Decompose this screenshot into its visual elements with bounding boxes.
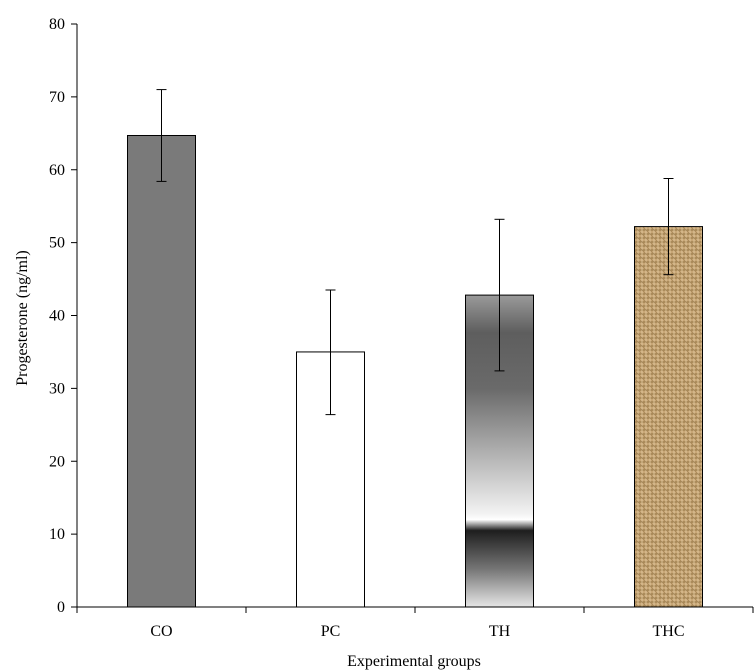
y-tick-label: 50 <box>49 235 65 252</box>
y-tick-label: 20 <box>49 453 65 470</box>
y-tick-label: 10 <box>49 526 65 543</box>
x-tick-label-thc: THC <box>653 623 685 640</box>
bar-co <box>127 134 196 608</box>
x-axis-title: Experimental groups <box>347 653 481 670</box>
y-tick-label: 0 <box>57 599 65 616</box>
y-axis-title: Progesterone (ng/ml) <box>14 250 31 386</box>
y-ticks: 0 10 20 30 40 50 60 70 80 <box>49 16 77 616</box>
x-ticks: CO PC TH THC <box>76 607 754 640</box>
y-tick-label: 40 <box>49 308 65 325</box>
x-tick-label-th: TH <box>489 623 511 640</box>
y-tick-label: 80 <box>49 16 65 33</box>
error-bars-layer <box>156 89 674 416</box>
y-tick-label: 60 <box>49 162 65 179</box>
x-tick-label-co: CO <box>150 623 172 640</box>
bars-layer <box>127 134 703 608</box>
y-tick-label: 30 <box>49 380 65 397</box>
x-tick-label-pc: PC <box>321 623 341 640</box>
y-tick-label: 70 <box>49 89 65 106</box>
bar-thc <box>634 226 703 608</box>
